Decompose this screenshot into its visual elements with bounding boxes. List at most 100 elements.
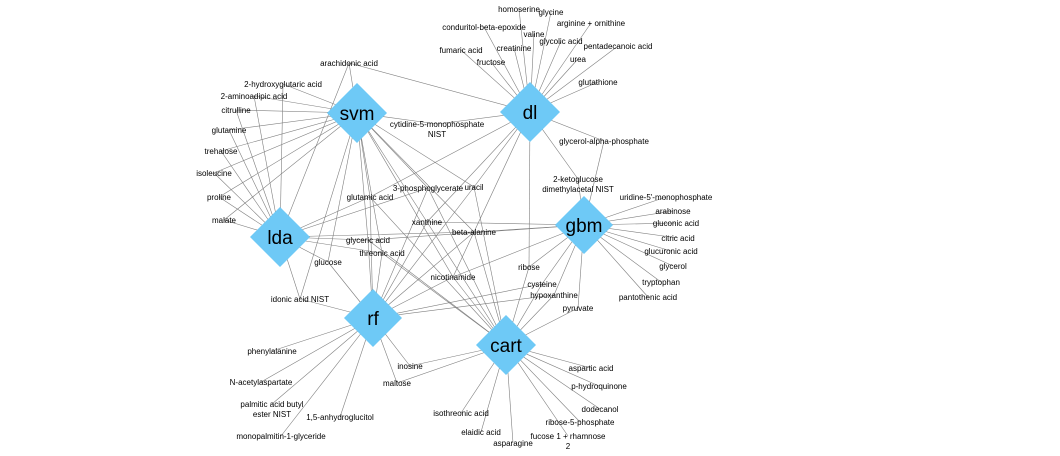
hub-diamond-dl: [500, 82, 560, 142]
edge-monopalmitin-rf: [280, 317, 374, 437]
feature-label-phenylalanine: phenylalanine: [247, 347, 297, 356]
feature-label-homoserine: homoserine: [498, 5, 540, 14]
feature-label-cysteine: cysteine: [527, 280, 557, 289]
feature-label-glycerolphosphate: glycerol-alpha-phosphate: [559, 137, 649, 146]
feature-label-glyceric: glyceric acid: [346, 236, 390, 245]
feature-label-citric: citric acid: [661, 234, 694, 243]
hub-label-cart: cart: [490, 336, 522, 357]
edge-phosphoglycerate-lda: [279, 187, 429, 238]
hub-svm: svm: [327, 83, 387, 143]
hub-layer: svm dl lda gbm rf cart: [250, 82, 613, 375]
feature-label-cytidine: cytidine-5-monophosphate NIST: [390, 120, 485, 139]
feature-label-fumaric: fumaric acid: [439, 46, 482, 55]
feature-label-isoleucine: isoleucine: [196, 169, 232, 178]
hub-label-dl: dl: [523, 103, 538, 124]
feature-label-conduritol: conduritol-beta-epoxide: [442, 23, 526, 32]
feature-label-aspartic: aspartic acid: [569, 364, 614, 373]
feature-label-uracil: uracil: [464, 183, 483, 192]
edge-glyceric-cart: [367, 239, 507, 346]
hub-diamond-lda: [250, 207, 310, 267]
edge-isoleucine-svm: [213, 112, 358, 174]
edge-nicotinamide-svm: [356, 112, 454, 278]
feature-label-arginine: arginine + ornithine: [557, 19, 626, 28]
edge-arachidonic-lda: [279, 62, 350, 238]
edge-glyceric-gbm: [367, 224, 585, 241]
edge-xanthine-cart: [426, 221, 507, 346]
feature-label-hypoxanthine: hypoxanthine: [530, 291, 578, 300]
hub-diamond-svm: [327, 83, 387, 143]
feature-label-fructose: fructose: [477, 58, 506, 67]
feature-label-monopalmitin: monopalmitin-1-glyceride: [236, 432, 326, 441]
feature-label-uridine: uridine-5'-monophosphate: [620, 193, 713, 202]
feature-label-arachidonic: arachidonic acid: [320, 59, 378, 68]
hub-lda: lda: [250, 207, 310, 267]
edge-cysteine-rf: [372, 283, 543, 319]
hub-diamond-cart: [476, 315, 536, 375]
hub-dl: dl: [500, 82, 560, 142]
feature-label-ribose: ribose: [518, 263, 540, 272]
edge-betaalanine-rf: [372, 231, 475, 319]
hub-label-gbm: gbm: [566, 216, 603, 237]
hub-diamond-rf: [344, 289, 402, 347]
feature-label-arabinose: arabinose: [655, 207, 691, 216]
feature-label-xanthine: xanthine: [412, 218, 443, 227]
feature-label-asparagine: asparagine: [493, 439, 533, 448]
edge-betaalanine-svm: [356, 112, 475, 233]
hub-diamond-gbm: [555, 196, 613, 254]
feature-label-aminoadipic: 2-aminoadipic acid: [221, 92, 288, 101]
feature-label-idonic: idonic acid NIST: [271, 295, 329, 304]
feature-label-pyruvate: pyruvate: [563, 304, 594, 313]
edge-phosphoglycerate-cart: [427, 187, 507, 346]
edge-nicotinamide-dl: [452, 111, 531, 278]
feature-label-gluconic: gluconic acid: [653, 219, 699, 228]
hub-cart: cart: [476, 315, 536, 375]
feature-label-maltose: maltose: [383, 379, 412, 388]
feature-label-ketogulose: 2-ketoglucose dimethylacetal NIST: [542, 175, 614, 194]
feature-label-pantothenic: pantothenic acid: [619, 293, 677, 302]
edge-acetylaspartate-rf: [260, 317, 374, 383]
edge-arachidonic-dl: [348, 62, 531, 113]
edge-xanthine-dl: [426, 111, 531, 223]
edge-glutamic-dl: [369, 111, 531, 198]
hub-label-svm: svm: [340, 104, 375, 125]
hub-gbm: gbm: [555, 196, 613, 254]
feature-label-proline: proline: [207, 193, 232, 202]
feature-label-creatinine: creatinine: [497, 44, 532, 53]
feature-label-glutathione: glutathione: [578, 78, 618, 87]
feature-label-trehalose: trehalose: [205, 147, 238, 156]
feature-label-valine: valine: [524, 30, 545, 39]
feature-label-hydroxyglutaric: 2-hydroxyglutaric acid: [244, 80, 322, 89]
feature-label-acetylaspartate: N-acetylaspartate: [230, 378, 293, 387]
edge-palmitic-rf: [271, 317, 374, 405]
feature-label-urea: urea: [570, 55, 587, 64]
feature-label-pentadecanoic: pentadecanoic acid: [584, 42, 653, 51]
edge-uracil-cart: [473, 186, 507, 346]
feature-label-dodecanol: dodecanol: [582, 405, 619, 414]
edge-malate-svm: [223, 112, 358, 221]
feature-label-inosine: inosine: [397, 362, 423, 371]
feature-label-glutamine: glutamine: [212, 126, 247, 135]
edge-uracil-rf: [372, 186, 475, 319]
feature-label-glucuronic: glucuronic acid: [644, 247, 697, 256]
feature-label-tryptophan: tryptophan: [642, 278, 680, 287]
feature-label-anhydroglucitol: 1,5-anhydroglucitol: [306, 413, 374, 422]
edge-threonic-cart: [381, 252, 507, 346]
feature-label-elaidic: elaidic acid: [461, 428, 501, 437]
feature-label-glucose: glucose: [314, 258, 342, 267]
feature-label-threonic: threonic acid: [359, 249, 404, 258]
feature-label-ribosephosphate: ribose-5-phosphate: [546, 418, 615, 427]
hub-rf: rf: [344, 289, 402, 347]
feature-label-glycolic: glycolic acid: [539, 37, 582, 46]
feature-label-malate: malate: [212, 216, 237, 225]
edge-betaalanine-lda: [279, 231, 475, 238]
feature-label-fucose: fucose 1 + rhamnose 2: [531, 432, 606, 451]
edge-uracil-svm: [356, 112, 475, 188]
edge-nicotinamide-gbm: [452, 224, 585, 278]
feature-label-phosphoglycerate: 3-phosphoglycerate: [393, 184, 464, 193]
hub-label-rf: rf: [367, 309, 379, 330]
feature-label-isothreonic: isothreonic acid: [433, 409, 489, 418]
edge-proline-svm: [218, 112, 358, 198]
edge-glutamic-cart: [369, 196, 507, 346]
